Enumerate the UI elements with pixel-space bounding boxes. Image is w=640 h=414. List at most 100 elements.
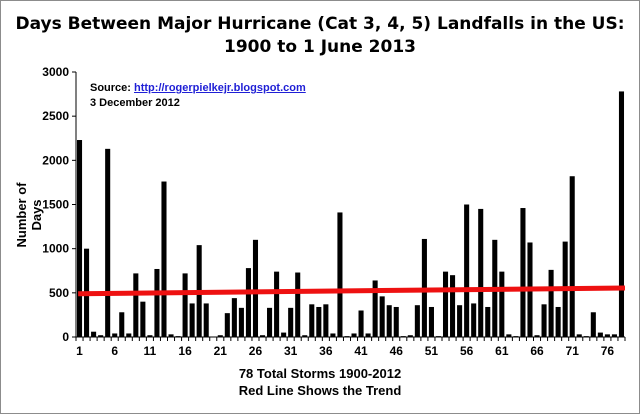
x-tick-label: 76: [601, 344, 615, 358]
x-tick-label: 11: [144, 344, 157, 358]
bar-71: [569, 176, 575, 337]
bar-76: [604, 334, 610, 337]
bar-21: [217, 335, 223, 337]
bar-41: [358, 310, 364, 337]
bar-75: [597, 332, 603, 337]
bar-37: [330, 333, 336, 337]
bar-29: [274, 271, 280, 337]
y-ticks-group: 0 500 1000 1500 2000 2500 3000: [42, 65, 76, 344]
bar-78: [618, 91, 625, 338]
bar-1: [76, 140, 83, 337]
bar-68: [548, 269, 554, 337]
chart-title-line-2: 1900 to 1 June 2013: [224, 37, 416, 57]
bar-77: [611, 334, 617, 337]
bar-25: [245, 268, 251, 337]
x-tick-label: 41: [354, 344, 368, 358]
bar-4: [98, 335, 104, 337]
bar-13: [161, 181, 167, 337]
y-tick-label: 3000: [42, 65, 69, 79]
x-tick-label: 21: [214, 344, 228, 358]
bar-8: [126, 333, 132, 337]
bar-67: [541, 304, 547, 337]
bar-74: [590, 312, 596, 337]
bar-12: [154, 268, 160, 337]
bar-23: [231, 298, 237, 337]
bar-45: [386, 305, 392, 337]
bar-34: [309, 304, 315, 337]
bar-22: [224, 313, 230, 337]
x-axis-label-line-2: Red Line Shows the Trend: [238, 383, 402, 398]
x-tick-label: 31: [284, 344, 298, 358]
x-ticks-group: 1 6 11 16 21 26 31 36 41 46 51 56 61 66 71 76: [75, 337, 626, 358]
bar-3: [91, 331, 97, 337]
y-tick-label: 2000: [42, 153, 69, 167]
x-tick-label: 66: [530, 344, 544, 358]
bar-10: [140, 301, 146, 337]
bar-46: [393, 306, 399, 337]
x-tick-label: 36: [319, 344, 333, 358]
x-tick-label: 46: [390, 344, 404, 358]
y-tick-label: 0: [62, 330, 69, 344]
bar-59: [485, 306, 491, 337]
bar-11: [147, 335, 153, 337]
bar-30: [281, 332, 287, 337]
bar-69: [555, 306, 561, 337]
bar-32: [295, 272, 301, 337]
y-tick-label: 1000: [42, 242, 69, 256]
bar-44: [379, 296, 385, 337]
bar-54: [450, 275, 456, 337]
bar-72: [576, 334, 582, 337]
bar-66: [534, 335, 540, 337]
bar-36: [323, 304, 329, 337]
bar-14: [168, 334, 174, 337]
bar-28: [267, 307, 273, 337]
bar-61: [499, 271, 505, 337]
x-tick-label: 1: [76, 344, 83, 358]
bar-62: [506, 334, 512, 337]
x-tick-label: 71: [566, 344, 580, 358]
bar-43: [372, 280, 378, 337]
bar-27: [259, 335, 266, 337]
y-tick-label: 1500: [42, 198, 69, 212]
bar-16: [182, 273, 188, 337]
bar-51: [428, 306, 434, 337]
y-tick-label: 500: [49, 286, 69, 300]
bar-64: [520, 208, 526, 337]
chart-title-line-1: Days Between Major Hurricane (Cat 3, 4, …: [15, 14, 625, 34]
bar-57: [471, 303, 477, 337]
bar-26: [252, 239, 259, 337]
bars-group: [76, 91, 625, 338]
x-axis-label-line-1: 78 Total Storms 1900-2012: [238, 366, 402, 381]
x-tick-label: 61: [495, 344, 509, 358]
source-label: Source:: [90, 82, 135, 94]
x-tick-label: 56: [460, 344, 474, 358]
y-tick-label: 2500: [42, 109, 69, 123]
source-note: Source: http://rogerpielkejr.blogspot.co…: [90, 82, 306, 94]
bar-24: [238, 307, 244, 337]
bar-5: [105, 148, 111, 337]
bar-31: [288, 307, 294, 337]
x-tick-label: 51: [425, 344, 439, 358]
bar-42: [365, 333, 371, 337]
bar-19: [203, 303, 209, 337]
bar-48: [407, 335, 413, 337]
x-tick-label: 16: [178, 344, 192, 358]
source-link[interactable]: http://rogerpielkejr.blogspot.com: [134, 82, 306, 94]
bar-35: [316, 306, 322, 337]
bar-38: [337, 212, 343, 337]
bar-56: [464, 204, 470, 337]
bar-9: [133, 273, 139, 337]
x-tick-label: 6: [111, 344, 118, 358]
bar-17: [189, 303, 195, 337]
bar-49: [414, 305, 420, 337]
bar-58: [478, 208, 484, 337]
trend-line: [78, 285, 626, 297]
bar-33: [302, 335, 308, 337]
bar-6: [112, 333, 118, 337]
bar-55: [457, 305, 463, 337]
bar-7: [119, 312, 125, 337]
date-note: 3 December 2012: [90, 97, 180, 109]
x-tick-label: 26: [249, 344, 263, 358]
bar-40: [351, 333, 357, 337]
